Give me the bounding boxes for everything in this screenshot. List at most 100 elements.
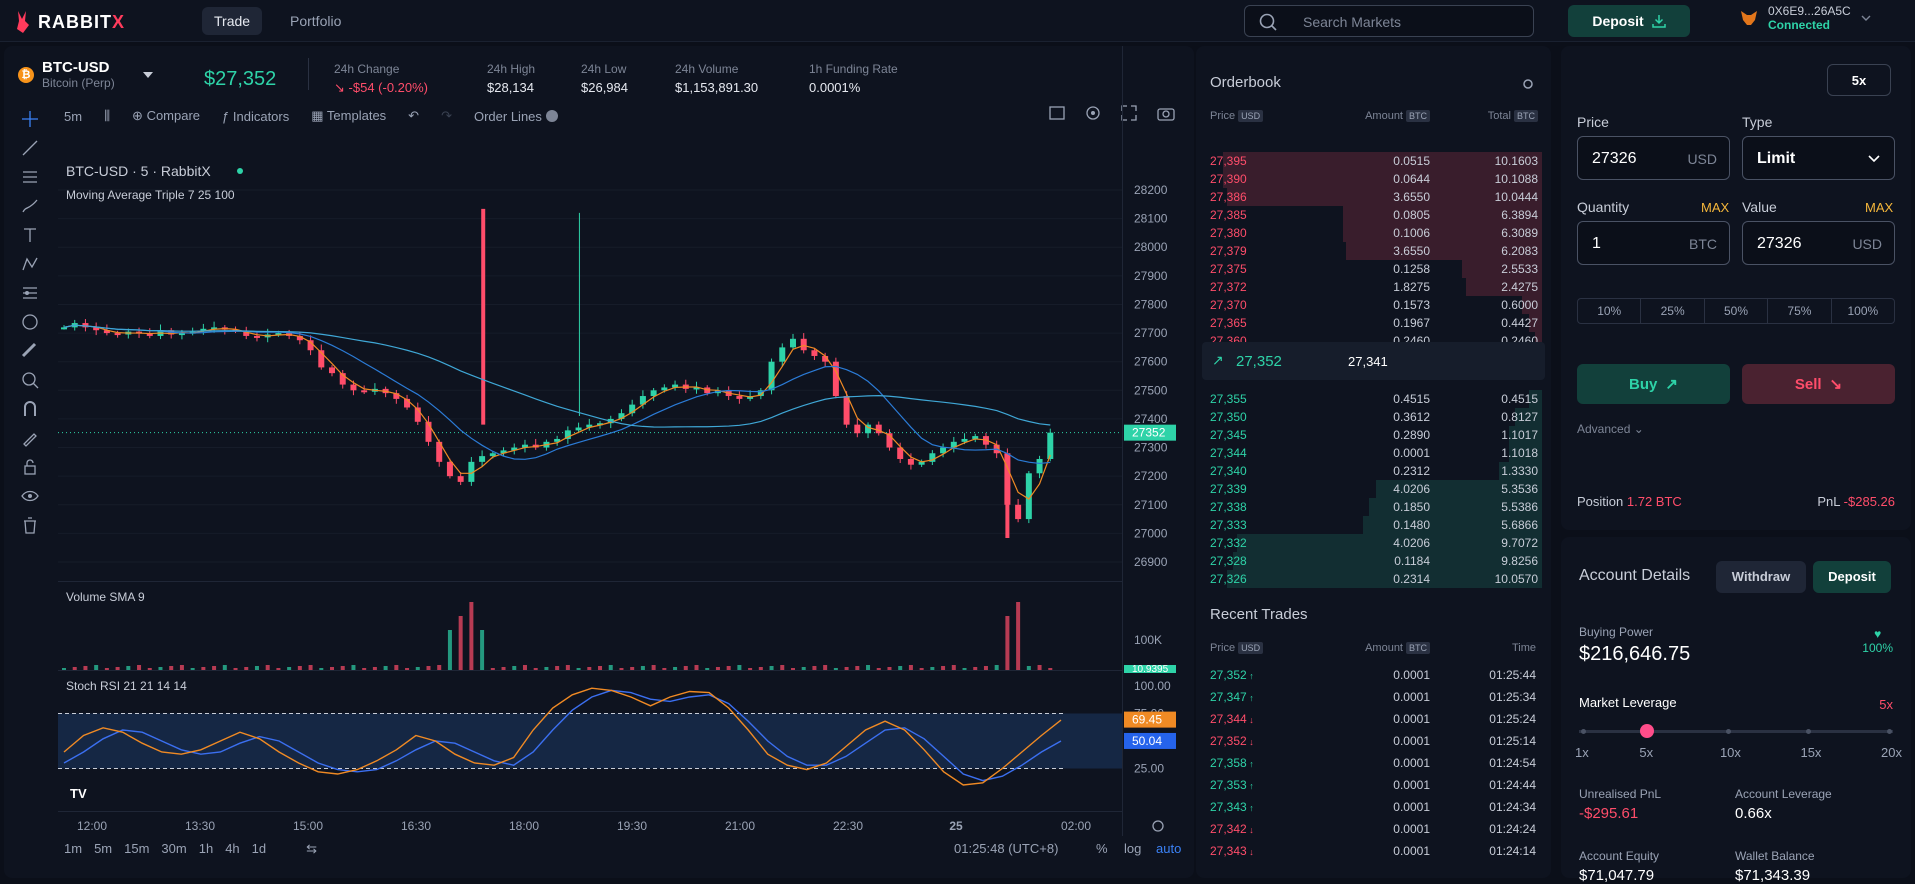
slider-track	[1579, 730, 1893, 733]
mid-price: 27,352	[1236, 353, 1282, 370]
bid-row[interactable]: 27,333 0.1480 5.6866	[1210, 516, 1542, 534]
redo-icon[interactable]: ↷	[441, 108, 452, 123]
order-price: 27,372	[1210, 280, 1247, 294]
pct-25[interactable]: 25%	[1641, 299, 1705, 323]
pct-50[interactable]: 50%	[1705, 299, 1769, 323]
interval-5m[interactable]: 5m	[94, 841, 113, 856]
advanced-toggle[interactable]: Advanced ⌄	[1577, 422, 1644, 436]
pattern-icon[interactable]	[16, 249, 44, 278]
buy-button[interactable]: Buy ↗	[1577, 364, 1730, 404]
pct-100[interactable]: 100%	[1847, 304, 1879, 318]
trash-icon[interactable]	[16, 510, 44, 539]
pencil-lock-icon[interactable]	[16, 423, 44, 452]
ask-row[interactable]: 27,390 0.0644 10.1088	[1210, 170, 1542, 188]
candle-style-icon[interactable]: ⫼	[104, 108, 111, 123]
depth-bar	[1362, 516, 1542, 534]
wallet-menu[interactable]: 0X6E9...26A5C Connected	[1740, 4, 1871, 32]
pct-75[interactable]: 75%	[1768, 299, 1832, 323]
brand-logo[interactable]: RABBITX	[14, 11, 125, 33]
nav-trade[interactable]: Trade	[202, 7, 263, 35]
bid-row[interactable]: 27,328 0.1184 9.8256	[1210, 552, 1542, 570]
value-input[interactable]: 27326 USD	[1742, 221, 1895, 265]
bid-row[interactable]: 27,326 0.2314 10.0570	[1210, 570, 1542, 588]
market-selector[interactable]: ₿ BTC-USD Bitcoin (Perp)	[18, 60, 153, 90]
templates-button[interactable]: ▦ Templates	[311, 108, 387, 123]
candle	[61, 327, 67, 330]
magnet-icon[interactable]	[16, 394, 44, 423]
ask-row[interactable]: 27,386 3.6550 10.0444	[1210, 188, 1542, 206]
lock-icon[interactable]	[16, 452, 44, 481]
pct-10[interactable]: 10%	[1578, 299, 1642, 323]
sell-button[interactable]: Sell ↘	[1742, 364, 1895, 404]
ask-row[interactable]: 27,375 0.1258 2.5533	[1210, 260, 1542, 278]
zoom-icon[interactable]	[16, 365, 44, 394]
interval-15m[interactable]: 15m	[124, 841, 150, 856]
search-markets-input[interactable]: Search Markets	[1244, 5, 1534, 37]
log-toggle[interactable]: log	[1124, 841, 1142, 856]
indicators-button[interactable]: ƒ Indicators	[222, 108, 290, 124]
ask-row[interactable]: 27,379 3.6550 6.2083	[1210, 242, 1542, 260]
fullscreen-box-icon[interactable]	[1048, 104, 1066, 125]
percent-toggle[interactable]: %	[1096, 841, 1108, 856]
quantity-max-button[interactable]: MAX	[1701, 200, 1730, 215]
ask-row[interactable]: 27,372 1.8275 2.4275	[1210, 278, 1542, 296]
bid-row[interactable]: 27,350 0.3612 0.8127	[1210, 408, 1542, 426]
price-chart[interactable]: BTC-USD · 5 · RabbitX Moving Average Tri…	[4, 46, 1194, 836]
withdraw-button[interactable]: Withdraw	[1716, 561, 1806, 593]
gear-icon[interactable]	[1522, 78, 1534, 90]
candle	[1015, 504, 1022, 520]
emoji-icon[interactable]	[16, 307, 44, 336]
compare-button[interactable]: ⊕ Compare	[132, 108, 201, 123]
leverage-slider[interactable]: 1x 5x 10x 15x 20x	[1575, 721, 1902, 765]
bid-row[interactable]: 27,339 4.0206 5.3536	[1210, 480, 1542, 498]
auto-toggle[interactable]: auto	[1156, 841, 1182, 856]
ask-row[interactable]: 27,370 0.1573 0.6000	[1210, 296, 1542, 314]
bid-row[interactable]: 27,344 0.0001 1.1018	[1210, 444, 1542, 462]
bid-row[interactable]: 27,340 0.2312 1.3330	[1210, 462, 1542, 480]
volume-bar	[683, 666, 688, 670]
camera-icon[interactable]	[1156, 104, 1176, 125]
text-icon[interactable]	[16, 220, 44, 249]
leverage-button[interactable]: 5x	[1827, 64, 1891, 96]
ask-row[interactable]: 27,380 0.1006 6.3089	[1210, 224, 1542, 242]
eye-icon[interactable]	[16, 481, 44, 510]
bid-row[interactable]: 27,355 0.4515 0.4515	[1210, 390, 1542, 408]
account-panel: Account Details Withdraw Deposit Buying …	[1561, 537, 1911, 884]
quantity-input[interactable]: 1 BTC	[1577, 221, 1730, 265]
order-panel: 5x Price 27326 USD Type Limit Quantity M…	[1561, 46, 1911, 530]
ask-row[interactable]: 27,365 0.1967 0.4427	[1210, 314, 1542, 332]
bid-row[interactable]: 27,345 0.2890 1.1017	[1210, 426, 1542, 444]
interval-selector[interactable]: 5m	[64, 108, 83, 124]
bid-row[interactable]: 27,338 0.1850 5.5386	[1210, 498, 1542, 516]
deposit-button[interactable]: Deposit	[1813, 561, 1891, 593]
interval-4h[interactable]: 4h	[225, 841, 240, 856]
settings-icon[interactable]	[1084, 104, 1102, 125]
header-deposit-button[interactable]: Deposit	[1568, 5, 1690, 37]
brush-icon[interactable]	[16, 191, 44, 220]
fib-lines-icon[interactable]	[16, 162, 44, 191]
interval-1d[interactable]: 1d	[251, 841, 267, 856]
value-max-button[interactable]: MAX	[1865, 200, 1894, 215]
interval-1h[interactable]: 1h	[198, 841, 214, 856]
nav-portfolio[interactable]: Portfolio	[290, 13, 342, 29]
order-type-select[interactable]: Limit	[1742, 136, 1895, 180]
candle	[693, 387, 700, 390]
slider-thumb[interactable]	[1640, 724, 1655, 738]
prediction-icon[interactable]	[16, 278, 44, 307]
price-input[interactable]: 27326 USD	[1577, 136, 1730, 180]
date-range-icon[interactable]: ⇆	[306, 841, 318, 856]
ruler-icon[interactable]	[16, 336, 44, 365]
order-lines-toggle[interactable]: Order Lines	[474, 109, 558, 124]
interval-30m[interactable]: 30m	[161, 841, 187, 856]
trend-line-icon[interactable]	[16, 133, 44, 162]
ask-row[interactable]: 27,385 0.0805 6.3894	[1210, 206, 1542, 224]
bid-row[interactable]: 27,332 4.0206 9.7072	[1210, 534, 1542, 552]
order-total: 9.7072	[1501, 536, 1538, 550]
trade-price: 27,353 ↑	[1210, 778, 1254, 792]
order-total: 10.1603	[1494, 154, 1538, 168]
crosshair-icon[interactable]	[16, 104, 44, 133]
ask-row[interactable]: 27,395 0.0515 10.1603	[1210, 152, 1542, 170]
interval-1m[interactable]: 1m	[64, 841, 83, 856]
trade-row: 27,353 ↑ 0.0001 01:24:44	[1210, 776, 1542, 794]
undo-icon[interactable]: ↶	[408, 108, 420, 123]
